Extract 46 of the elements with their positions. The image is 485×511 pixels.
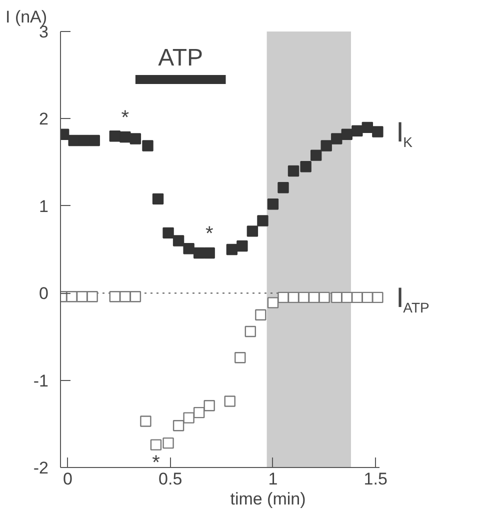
- point: [298, 292, 310, 304]
- point: [352, 125, 363, 137]
- y-tick-label: 0: [39, 284, 49, 304]
- point: [257, 215, 268, 226]
- point: [372, 126, 384, 138]
- point: [162, 227, 174, 239]
- point: [204, 247, 215, 259]
- point: [362, 122, 374, 134]
- y-tick-label: -2: [33, 458, 49, 478]
- x-tick-label: 0: [62, 470, 72, 488]
- point: [130, 133, 142, 144]
- annotation: *: [205, 222, 214, 245]
- point: [78, 134, 90, 146]
- point: [310, 150, 322, 161]
- point: [142, 140, 154, 152]
- point: [288, 165, 300, 177]
- point: [183, 243, 194, 254]
- y-tick-label: 1: [39, 196, 49, 216]
- point: [278, 182, 289, 194]
- point: [109, 130, 121, 142]
- y-tick-label: 2: [39, 110, 49, 129]
- y-tick-label: -1: [33, 371, 49, 390]
- point: [152, 193, 164, 205]
- point: [236, 240, 248, 252]
- point: [267, 297, 279, 308]
- point: [172, 235, 184, 246]
- x-tick-label: 0.5: [158, 470, 182, 488]
- point: [88, 134, 100, 146]
- point: [300, 161, 312, 172]
- annotation: ATP: [158, 44, 204, 72]
- point: [341, 128, 352, 140]
- point: [267, 198, 279, 210]
- point: [278, 292, 289, 304]
- annotation: *: [121, 107, 130, 130]
- point: [320, 140, 332, 152]
- point: [318, 292, 330, 304]
- point: [120, 131, 131, 143]
- point: [331, 292, 342, 304]
- x-axis-title: time (min): [230, 490, 306, 508]
- point: [226, 244, 238, 256]
- point: [68, 134, 80, 146]
- x-tick-label: 1.5: [364, 470, 388, 488]
- point: [331, 133, 342, 144]
- x-tick-label: 1: [268, 470, 278, 488]
- annotation: *: [152, 452, 160, 474]
- point: [246, 226, 258, 237]
